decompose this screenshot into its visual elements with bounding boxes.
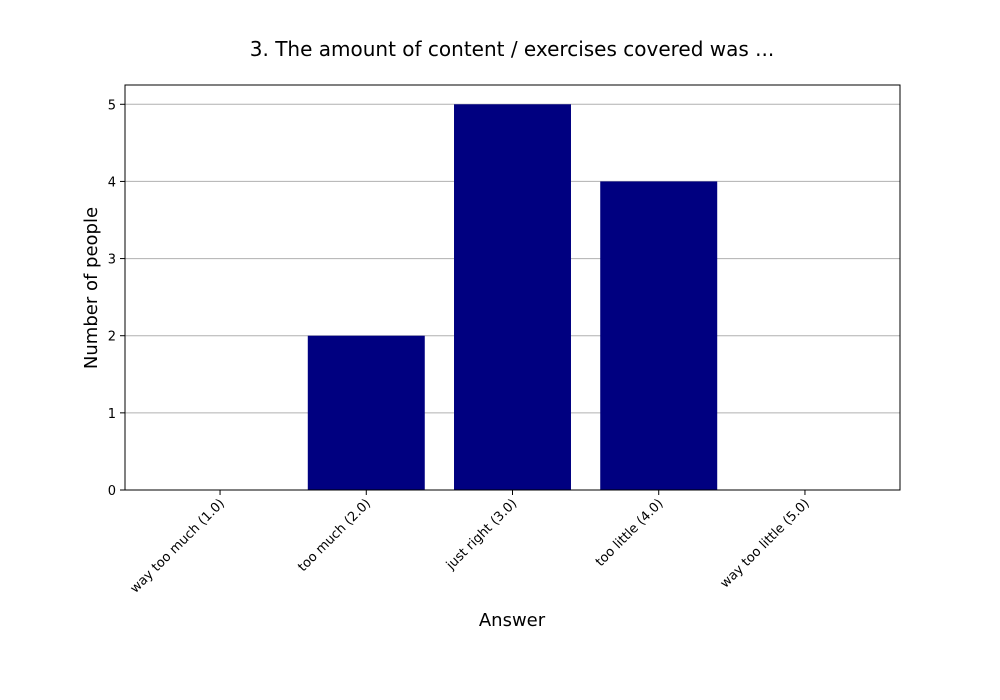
bar bbox=[307, 335, 425, 490]
x-axis-label: Answer bbox=[479, 610, 546, 631]
bar-layer bbox=[307, 104, 718, 491]
y-tick-label: 4 bbox=[108, 175, 116, 190]
bar bbox=[454, 104, 571, 491]
chart-title: 3. The amount of content / exercises cov… bbox=[250, 37, 774, 61]
y-tick-label: 5 bbox=[108, 98, 116, 113]
y-tick-label: 3 bbox=[108, 253, 116, 268]
y-axis-ticks: 0 1 2 3 4 5 bbox=[108, 98, 125, 499]
y-tick-label: 1 bbox=[108, 407, 116, 422]
bar bbox=[600, 181, 718, 490]
y-axis-label: Number of people bbox=[81, 207, 102, 369]
y-tick-label: 0 bbox=[108, 484, 116, 499]
y-tick-label: 2 bbox=[108, 330, 116, 345]
